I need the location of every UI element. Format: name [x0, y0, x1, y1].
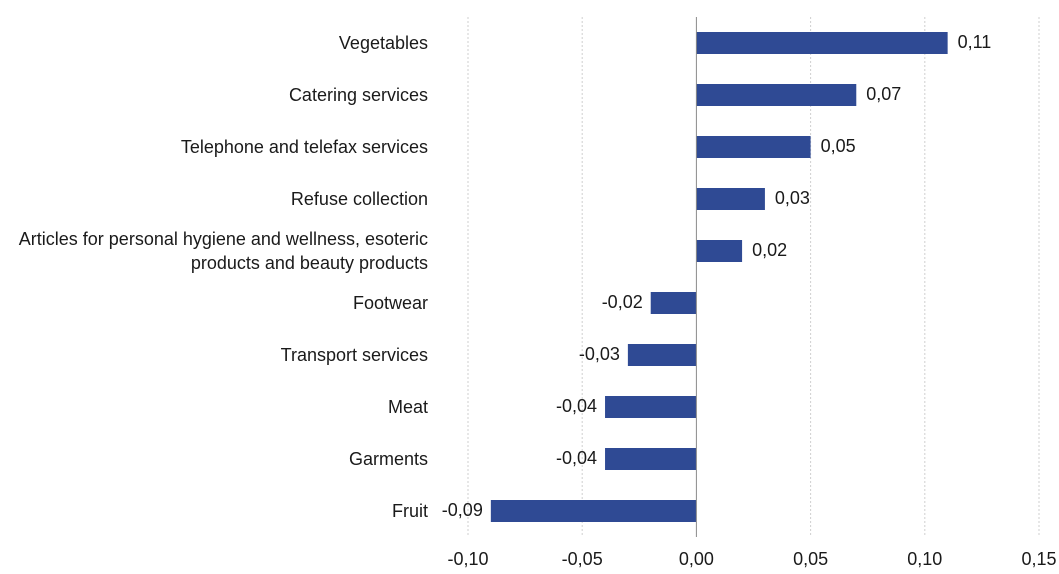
value-label: 0,02 [752, 240, 787, 260]
bar [696, 136, 811, 158]
bar [490, 500, 697, 522]
value-label: 0,05 [821, 136, 856, 156]
category-label: Refuse collection [290, 189, 428, 209]
bar [605, 396, 697, 418]
bar [696, 188, 765, 210]
value-label: -0,09 [442, 500, 483, 520]
bar [650, 292, 697, 314]
category-label: Catering services [288, 85, 428, 105]
value-label: 0,07 [866, 84, 901, 104]
bar [696, 84, 857, 106]
value-label: -0,04 [556, 396, 597, 416]
value-label: -0,04 [556, 448, 597, 468]
bar [605, 448, 697, 470]
bar [696, 240, 743, 262]
x-tick-label: 0,10 [907, 549, 942, 569]
bar [696, 32, 948, 54]
category-label: Articles for personal hygiene and wellne… [18, 229, 428, 273]
x-tick-label: -0,05 [562, 549, 603, 569]
category-label: Garments [348, 449, 428, 469]
x-tick-label: 0,15 [1021, 549, 1056, 569]
value-label: 0,11 [958, 32, 992, 52]
value-label: -0,02 [602, 292, 643, 312]
x-tick-label: -0,10 [447, 549, 488, 569]
category-label: Meat [387, 397, 428, 417]
category-label: Fruit [392, 501, 428, 521]
bar [627, 344, 697, 366]
category-label: Vegetables [338, 33, 428, 53]
value-label: 0,03 [775, 188, 810, 208]
value-label: -0,03 [579, 344, 620, 364]
category-label: Telephone and telefax services [180, 137, 428, 157]
x-tick-label: 0,05 [793, 549, 828, 569]
x-tick-label: 0,00 [679, 549, 714, 569]
category-label: Footwear [352, 293, 428, 313]
category-label: Transport services [280, 345, 428, 365]
